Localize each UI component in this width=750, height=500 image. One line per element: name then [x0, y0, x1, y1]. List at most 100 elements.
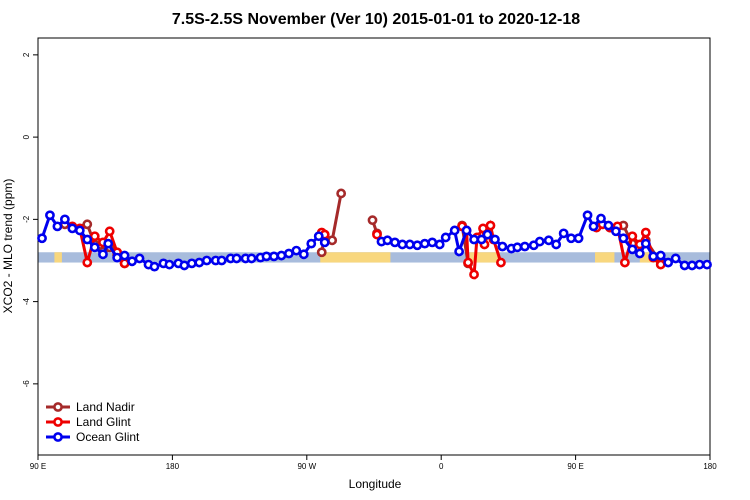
data-point: [390, 237, 400, 248]
data-point: [463, 257, 473, 268]
y-tick-label: -2: [22, 215, 31, 223]
legend-marker: [53, 417, 63, 427]
y-tick-label: 2: [22, 52, 31, 57]
data-point: [482, 229, 493, 240]
data-point: [149, 261, 160, 272]
data-point: [74, 225, 85, 236]
data-point: [551, 239, 562, 250]
data-point: [316, 247, 327, 258]
data-point: [469, 269, 479, 280]
data-point: [319, 237, 330, 248]
data-point: [276, 250, 287, 261]
data-point: [655, 259, 666, 270]
y-tick-label: -6: [22, 380, 31, 388]
legend-label: Land Glint: [76, 415, 131, 429]
data-point: [640, 238, 651, 249]
data-point: [89, 231, 100, 242]
data-point: [497, 241, 508, 252]
data-point: [119, 258, 130, 269]
data-point: [89, 242, 100, 253]
data-point: [201, 255, 212, 266]
land-band: [320, 252, 391, 263]
data-point: [534, 236, 545, 247]
data-point: [336, 188, 347, 199]
data-point: [679, 260, 690, 271]
chart-title: 7.5S-2.5S November (Ver 10) 2015-01-01 t…: [172, 11, 580, 28]
data-point: [45, 210, 55, 221]
legend-label: Land Nadir: [76, 400, 135, 414]
legend-label: Ocean Glint: [76, 430, 140, 444]
data-point: [327, 235, 338, 246]
data-point: [558, 228, 569, 239]
data-point: [98, 249, 108, 260]
data-point: [573, 233, 584, 244]
data-point: [449, 225, 460, 236]
data-point: [461, 225, 472, 236]
x-tick-label: 90 E: [567, 462, 583, 471]
data-point: [82, 234, 93, 245]
data-point: [82, 257, 93, 268]
data-point: [246, 253, 257, 264]
data-point: [611, 226, 621, 237]
data-point: [283, 248, 294, 259]
data-point: [627, 244, 638, 255]
data-point: [476, 234, 487, 245]
data-point: [440, 232, 451, 243]
data-point: [634, 248, 645, 259]
data-point: [194, 257, 205, 268]
data-point: [216, 255, 227, 266]
x-tick-label: 0: [439, 462, 444, 471]
data-point: [261, 251, 272, 262]
x-tick-label: 90 W: [297, 462, 316, 471]
data-point: [512, 242, 523, 253]
data-point: [59, 214, 70, 225]
data-point: [454, 246, 465, 257]
data-point: [687, 260, 697, 271]
data-point: [404, 239, 415, 250]
land-band: [595, 252, 615, 263]
data-point: [372, 229, 382, 240]
y-tick-label: 0: [22, 134, 31, 139]
data-point: [496, 257, 506, 268]
data-point: [82, 219, 93, 230]
data-point: [596, 213, 606, 224]
data-point: [655, 250, 666, 261]
data-point: [566, 233, 577, 244]
x-tick-label: 90 E: [30, 462, 46, 471]
data-point: [231, 253, 242, 264]
y-axis-label: XCO2 - MLO trend (ppm): [1, 179, 15, 314]
data-point: [67, 223, 78, 234]
data-point: [603, 220, 614, 231]
data-point: [269, 251, 279, 262]
data-point: [103, 238, 114, 249]
data-point: [112, 252, 123, 263]
data-point: [543, 235, 554, 246]
data-point: [694, 259, 705, 270]
data-point: [618, 233, 629, 244]
data-point: [648, 251, 659, 262]
data-point: [640, 227, 651, 238]
data-point: [582, 210, 593, 221]
data-point: [382, 235, 393, 246]
data-point: [306, 238, 317, 249]
data-point: [469, 234, 479, 245]
data-point: [619, 257, 630, 268]
data-point: [397, 239, 408, 250]
data-point: [588, 221, 599, 232]
data-point: [434, 239, 445, 250]
data-point: [186, 258, 197, 269]
data-point: [627, 231, 638, 242]
data-point: [485, 220, 496, 231]
data-point: [164, 259, 175, 270]
x-tick-label: 180: [703, 462, 717, 471]
data-point: [367, 215, 378, 226]
legend-marker: [53, 432, 63, 442]
data-point: [179, 260, 190, 271]
data-point: [702, 259, 712, 270]
data-point: [412, 240, 423, 251]
data-point: [419, 238, 430, 249]
data-point: [313, 231, 324, 242]
y-tick-label: -4: [22, 298, 31, 306]
legend-marker: [53, 402, 63, 412]
